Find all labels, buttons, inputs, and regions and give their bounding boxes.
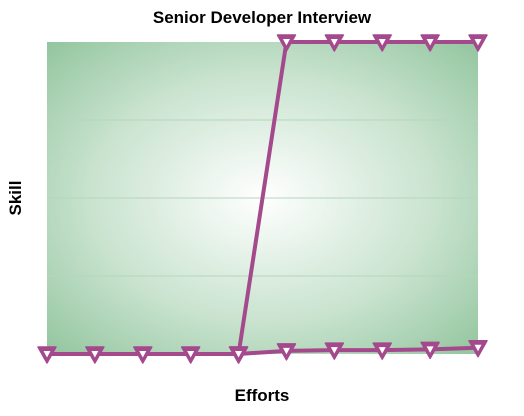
series-1-point-center: [139, 351, 147, 358]
series-1-point-center: [282, 347, 290, 355]
series-1-point-center: [474, 344, 482, 352]
series-1-point-center: [91, 351, 99, 358]
y-axis-label: Skill: [6, 181, 25, 216]
series-1-point-center: [43, 351, 51, 358]
series-2-point-center: [474, 39, 482, 46]
series-2-point-center: [330, 39, 338, 46]
x-axis-label: Efforts: [235, 386, 290, 405]
series-1-point-center: [330, 347, 338, 354]
series-layer: [37, 34, 488, 364]
series-2-point-center: [282, 39, 290, 46]
series-2-point-center: [378, 39, 386, 46]
series-2-point-center: [426, 39, 434, 46]
series-1-point-center: [426, 346, 434, 353]
series-2-point-center: [235, 351, 243, 358]
series-1-point-center: [187, 351, 195, 358]
series-2-line: [236, 40, 478, 355]
chart-title: Senior Developer Interview: [153, 8, 372, 27]
series-1-line: [47, 345, 479, 356]
series-1-point-center: [378, 347, 386, 354]
